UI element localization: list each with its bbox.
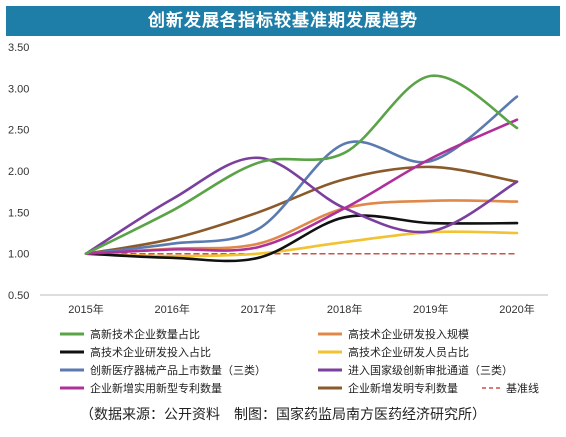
- series-line: [84, 95, 519, 255]
- legend-label: 企业新增发明专利数量: [348, 381, 458, 395]
- legend-item: 创新医疗器械产品上市数量（三类）: [60, 363, 266, 377]
- series-lines: [84, 74, 519, 263]
- legend-label: 高技术企业研发投入规模: [348, 327, 469, 341]
- chart-title: 创新发展各指标较基准期发展趋势: [6, 6, 560, 36]
- legend-label: 企业新增实用新型专利数量: [90, 381, 222, 395]
- legend-item: 进入国家级创新审批通道（三类）: [318, 363, 513, 377]
- legend-item: 高新技术企业数量占比: [60, 327, 200, 341]
- series-line: [84, 118, 519, 255]
- x-tick-label: 2019年: [413, 302, 448, 316]
- x-tick-label: 2016年: [154, 302, 189, 316]
- legend-label: 高技术企业研发人员占比: [348, 345, 469, 359]
- y-tick-label: 1.50: [8, 207, 29, 219]
- series-line: [84, 156, 519, 255]
- legend-label: 创新医疗器械产品上市数量（三类）: [90, 363, 266, 377]
- line-chart: 0.50 1.00 1.50 2.00 2.50 3.00 3.50 2015年 2016年 20…: [8, 42, 548, 395]
- legend-label: 高技术企业研发投入占比: [90, 345, 211, 359]
- series-line: [84, 165, 519, 255]
- y-tick-label: 3.50: [8, 42, 29, 54]
- legend-label: 基准线: [506, 381, 539, 395]
- data-source-note: （数据来源：公开资料 制图：国家药监局南方医药经济研究所）: [80, 407, 486, 423]
- x-tick-label: 2020年: [499, 302, 534, 316]
- y-tick-label: 1.00: [8, 249, 29, 261]
- x-tick-label: 2017年: [241, 302, 276, 316]
- series-line: [84, 74, 519, 255]
- legend-label: 进入国家级创新审批通道（三类）: [348, 363, 513, 377]
- legend-item: 高技术企业研发人员占比: [318, 345, 469, 359]
- axes: 0.50 1.00 1.50 2.00 2.50 3.00 3.50 2015年 2016年 20…: [8, 42, 548, 316]
- legend-label: 高新技术企业数量占比: [90, 327, 200, 341]
- series-line: [84, 214, 519, 263]
- legend-item: 企业新增实用新型专利数量: [60, 381, 222, 395]
- x-tick-label: 2015年: [68, 302, 103, 316]
- legend-item: 高技术企业研发投入占比: [60, 345, 211, 359]
- y-tick-label: 3.00: [8, 83, 29, 95]
- legend-item: 高技术企业研发投入规模: [318, 327, 469, 341]
- x-tick-label: 2018年: [327, 302, 362, 316]
- legend-item: 基准线: [482, 381, 539, 395]
- y-tick-label: 0.50: [8, 290, 29, 302]
- legend-item: 企业新增发明专利数量: [318, 381, 458, 395]
- y-tick-label: 2.50: [8, 125, 29, 137]
- series-line: [84, 230, 519, 258]
- y-tick-label: 2.00: [8, 166, 29, 178]
